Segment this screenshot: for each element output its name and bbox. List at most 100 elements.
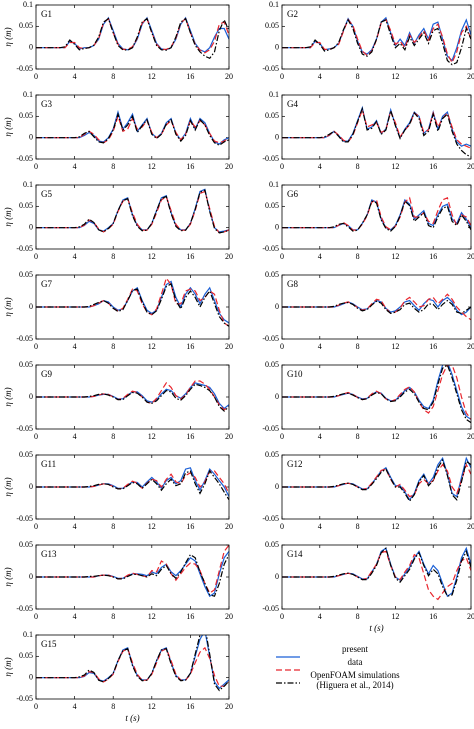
y-tick-label: 0: [29, 302, 33, 311]
x-tick-label: 16: [186, 162, 194, 171]
y-tick-label: 0: [275, 572, 279, 581]
plot-frame: [281, 94, 472, 160]
panel-title: G3: [41, 99, 52, 109]
y-tick-label: 0: [275, 132, 279, 141]
x-tick-label: 8: [111, 432, 115, 441]
x-tick-label: 0: [34, 432, 38, 441]
series-line: [282, 106, 471, 158]
y-tick-label: 0: [275, 302, 279, 311]
x-tick-label: 8: [111, 702, 115, 711]
y-axis-label: η (m): [3, 207, 13, 226]
y-tick-label: 0: [275, 222, 279, 231]
series-line: [36, 382, 229, 410]
panel-title: G2: [287, 9, 298, 19]
x-tick-label: 16: [186, 522, 194, 531]
y-tick-label: 0.05: [19, 111, 33, 120]
x-tick-label: 4: [73, 522, 77, 531]
y-tick-label: 0.05: [19, 270, 33, 279]
y-tick-label: 0: [29, 482, 33, 491]
x-axis-label: t (s): [369, 623, 383, 633]
panel-title: G5: [41, 189, 52, 199]
x-tick-label: 8: [356, 252, 360, 261]
y-tick-label: -0.05: [262, 154, 279, 163]
series-line: [36, 112, 229, 146]
series-line: [282, 546, 471, 598]
y-tick-label: -0.05: [16, 694, 33, 703]
y-tick-label: 0.1: [23, 90, 33, 99]
x-tick-label: 0: [34, 612, 38, 621]
y-axis-label: η (m): [3, 387, 13, 406]
y-tick-label: 0.05: [265, 540, 279, 549]
x-tick-label: 0: [34, 702, 38, 711]
x-tick-label: 4: [73, 612, 77, 621]
series-line: [36, 190, 229, 234]
legend-label: data: [347, 657, 363, 667]
y-axis-label: η (m): [3, 657, 13, 676]
legend-label: OpenFOAM simulations (Higuera et al., 20…: [310, 670, 400, 690]
y-tick-label: 0.05: [265, 360, 279, 369]
y-axis-label: η (m): [3, 117, 13, 136]
y-tick-label: -0.05: [262, 604, 279, 613]
series-line: [282, 462, 471, 498]
x-tick-label: 12: [391, 162, 399, 171]
x-tick-label: 20: [225, 432, 233, 441]
y-tick-label: -0.05: [16, 154, 33, 163]
panel-title: G4: [287, 99, 298, 109]
x-tick-label: 0: [34, 72, 38, 81]
y-tick-label: 0.05: [19, 540, 33, 549]
plot-frame: [35, 634, 230, 700]
panel-title: G11: [41, 459, 56, 469]
x-tick-label: 16: [186, 72, 194, 81]
y-tick-label: 0.05: [19, 21, 33, 30]
y-tick-label: -0.05: [16, 64, 33, 73]
plot-frame: [281, 454, 472, 520]
series-line: [36, 469, 229, 501]
x-tick-label: 12: [148, 702, 156, 711]
panel-title: G15: [41, 639, 57, 649]
y-tick-label: 0.1: [269, 0, 279, 9]
x-tick-label: 20: [225, 702, 233, 711]
series-line: [36, 17, 229, 60]
plot-frame: [35, 94, 230, 160]
x-tick-label: 0: [280, 522, 284, 531]
x-tick-label: 16: [186, 612, 194, 621]
y-axis-label: η (m): [3, 567, 13, 586]
y-tick-label: 0.1: [269, 90, 279, 99]
legend-label: present: [342, 644, 368, 654]
y-tick-label: -0.05: [262, 514, 279, 523]
x-tick-label: 20: [225, 252, 233, 261]
y-tick-label: 0.1: [23, 0, 33, 9]
panel-title: G1: [41, 9, 52, 19]
y-tick-label: -0.05: [262, 64, 279, 73]
x-tick-label: 4: [318, 72, 322, 81]
x-tick-label: 20: [225, 162, 233, 171]
x-tick-label: 12: [391, 432, 399, 441]
series-line: [36, 635, 229, 692]
plot-frame: [281, 184, 472, 250]
series-line: [282, 18, 471, 66]
x-tick-label: 16: [186, 432, 194, 441]
x-tick-label: 20: [467, 522, 474, 531]
y-tick-label: 0.05: [265, 111, 279, 120]
x-tick-label: 16: [429, 612, 437, 621]
series-line: [36, 646, 229, 687]
x-tick-label: 12: [148, 162, 156, 171]
x-tick-label: 0: [280, 342, 284, 351]
series-line: [36, 635, 229, 690]
y-axis-label: η (m): [3, 27, 13, 46]
y-tick-label: 0.1: [23, 630, 33, 639]
y-tick-label: 0.05: [19, 360, 33, 369]
x-tick-label: 8: [111, 72, 115, 81]
x-tick-label: 4: [318, 432, 322, 441]
series-line: [282, 365, 471, 424]
y-tick-label: 0: [29, 572, 33, 581]
